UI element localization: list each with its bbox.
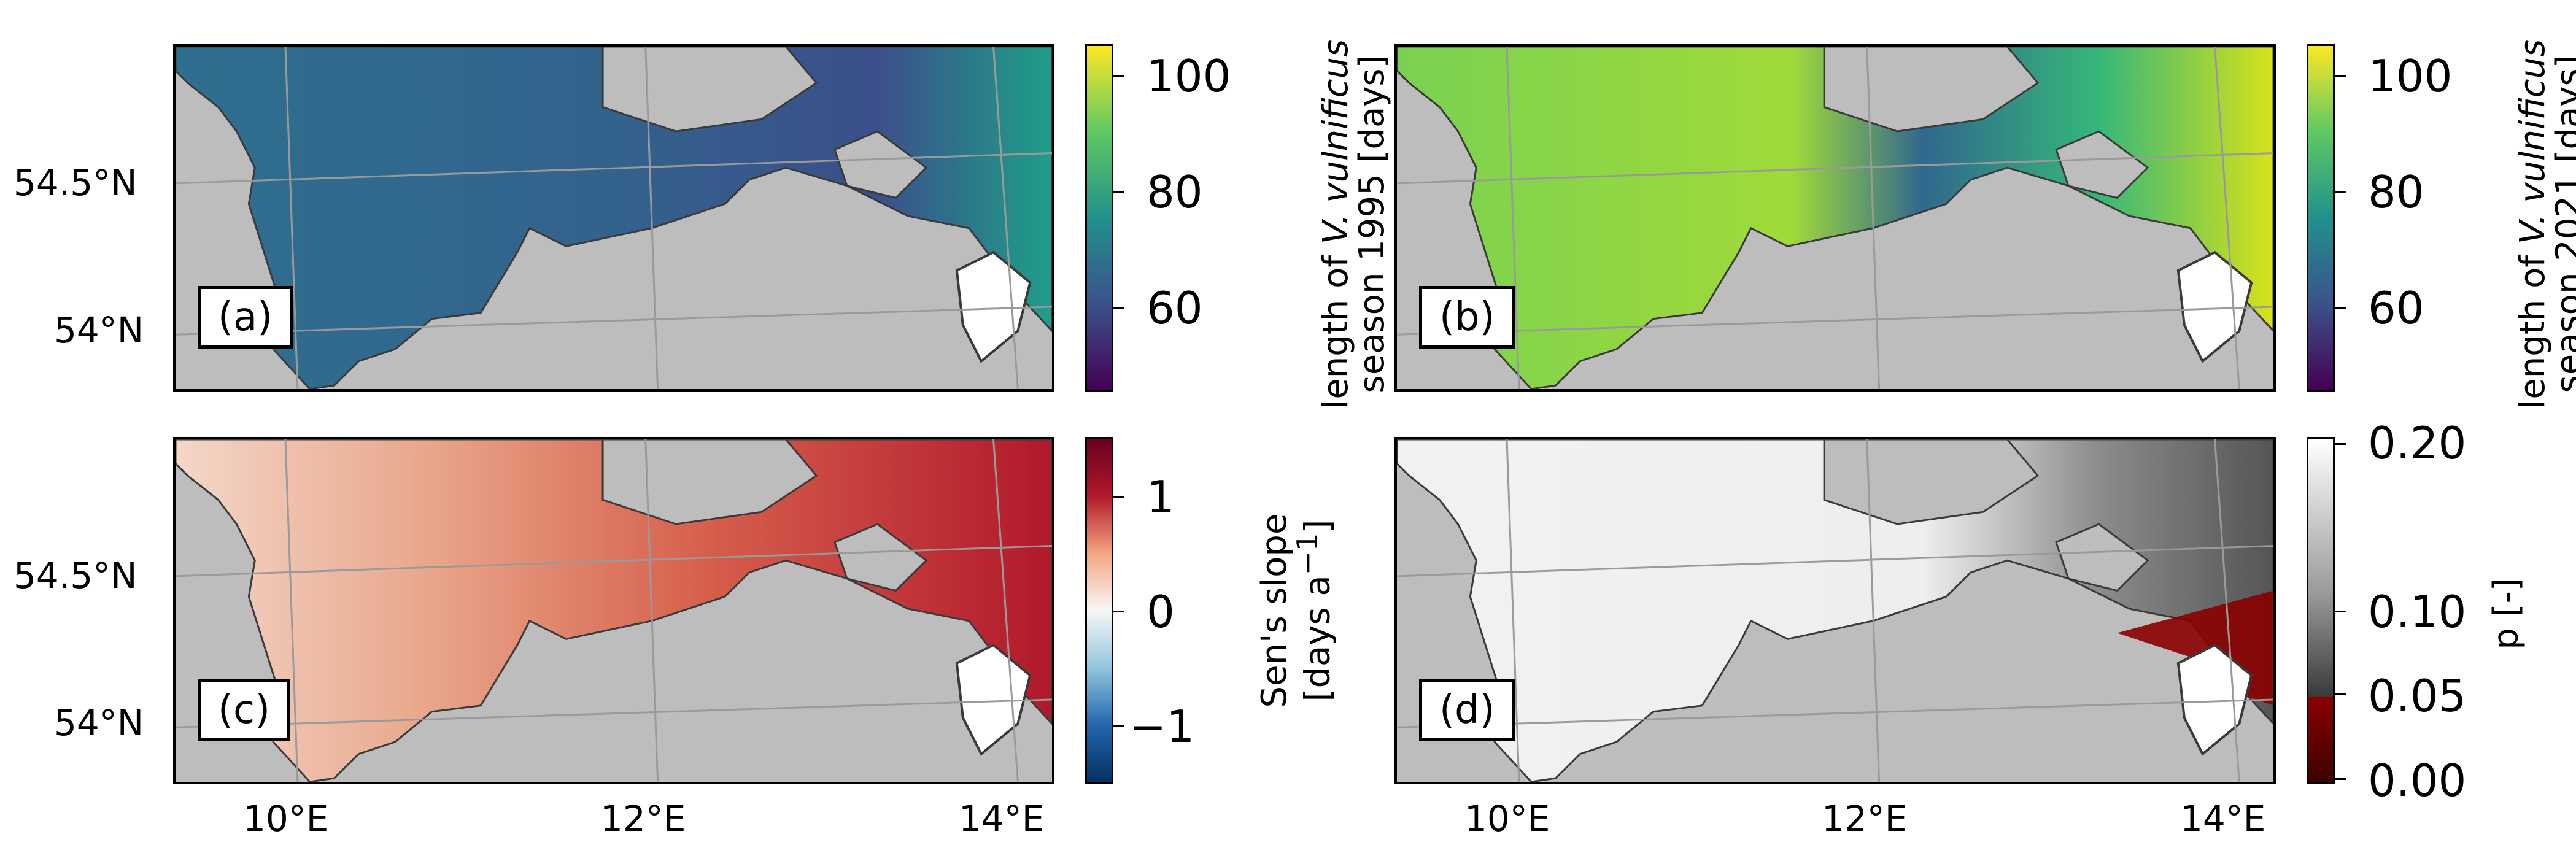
map-panel-d: (d): [1394, 437, 2276, 784]
lon-tick-label: 14°E: [2180, 798, 2266, 839]
colorbar-2021: [2307, 44, 2335, 392]
colorbar-title-trend: Sen's slope [days a−1]: [1255, 513, 1338, 708]
colorbar-tick: 1: [1147, 471, 1175, 523]
colorbar-tick: 0.10: [2368, 586, 2467, 638]
lat-tick-label: 54.5°N: [14, 555, 137, 596]
panel-label: (a): [198, 286, 293, 349]
panel-label: (c): [198, 679, 291, 741]
lon-tick-label: 10°E: [243, 798, 329, 839]
map-panel-a: (a): [173, 44, 1054, 392]
lon-tick-label: 10°E: [1464, 798, 1550, 839]
colorbar-trend: [1085, 437, 1113, 784]
colorbar-title-2021: length of V. vulnificus season 2021 [day…: [2513, 39, 2576, 409]
colorbar-title-pvalue: p [-]: [2486, 577, 2526, 650]
colorbar-tick: 0.20: [2368, 417, 2467, 469]
colorbar-tick: −1: [1129, 701, 1195, 752]
colorbar-pvalue: [2307, 437, 2335, 784]
map-panel-c: (c): [173, 437, 1054, 784]
lat-tick-label: 54.5°N: [14, 162, 137, 204]
colorbar-tick: 60: [2368, 282, 2424, 334]
lat-tick-label: 54°N: [54, 309, 144, 351]
colorbar-tick: 80: [1147, 166, 1203, 218]
lon-tick-label: 12°E: [600, 798, 686, 839]
sea-field-1995: [176, 47, 1052, 389]
colorbar-tick: 80: [2368, 166, 2424, 218]
colorbar-tick: 100: [2368, 50, 2453, 102]
trend-field: [176, 439, 1052, 782]
pvalue-field: [1397, 439, 2273, 782]
colorbar-title-1995: length of V. vulnificus season 1995 [day…: [1316, 39, 1392, 409]
lat-tick-label: 54°N: [54, 702, 144, 744]
sea-field-2021: [1397, 47, 2273, 389]
colorbar-tick: 100: [1147, 50, 1231, 102]
colorbar-tick: 0.00: [2368, 755, 2467, 806]
colorbar-tick: 0: [1147, 586, 1175, 638]
colorbar-1995: [1085, 44, 1113, 392]
lon-tick-label: 12°E: [1822, 798, 1908, 839]
colorbar-tick: 0.05: [2368, 670, 2467, 722]
panel-label: (d): [1419, 679, 1515, 741]
panel-label: (b): [1419, 286, 1515, 349]
map-panel-b: (b): [1394, 44, 2276, 392]
colorbar-tick: 60: [1147, 282, 1203, 334]
lon-tick-label: 14°E: [959, 798, 1045, 839]
